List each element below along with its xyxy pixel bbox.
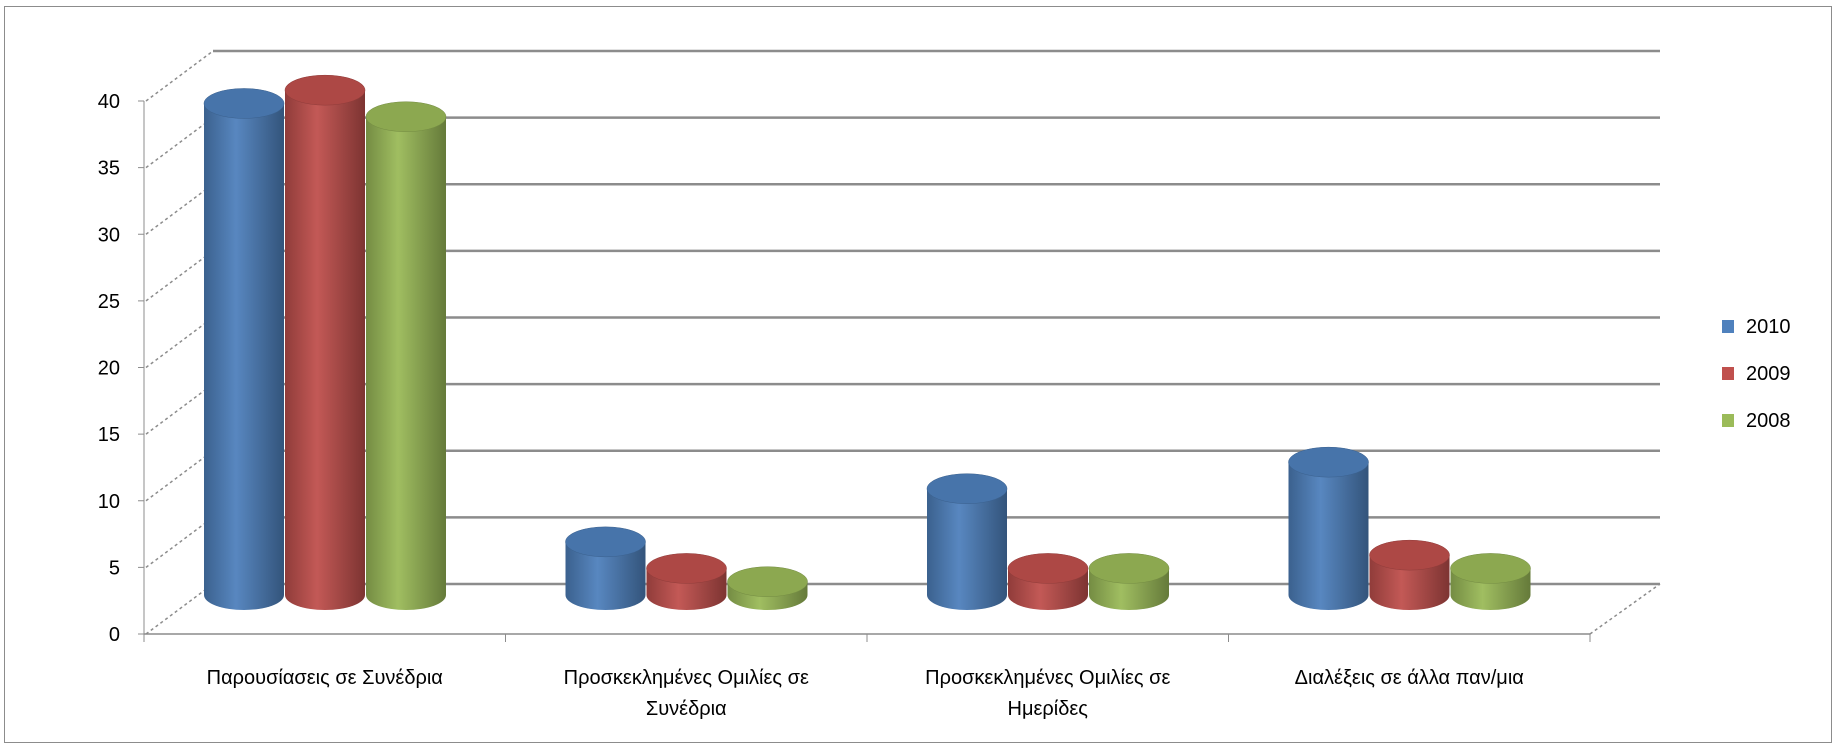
- bar: [1007, 553, 1089, 610]
- legend-label: 2010: [1746, 316, 1791, 338]
- bar-body: [285, 90, 365, 610]
- bar-body: [565, 541, 646, 610]
- bar: [926, 473, 1008, 610]
- bar: [1369, 539, 1450, 610]
- x-category-label: Συνέδρια: [646, 698, 727, 720]
- bar-body: [366, 116, 446, 610]
- bar-body: [1288, 462, 1369, 610]
- legend-label: 2008: [1746, 410, 1791, 432]
- bar-top: [203, 88, 285, 119]
- bar-top: [1450, 553, 1531, 584]
- bar-top: [646, 553, 727, 584]
- bar-top: [1007, 553, 1089, 584]
- floor-edge: [1589, 583, 1661, 635]
- bar: [1088, 553, 1170, 610]
- bar: [727, 566, 808, 610]
- bar-top: [1288, 446, 1369, 478]
- y-tick-label: 20: [98, 358, 120, 380]
- bar-top: [727, 566, 808, 597]
- y-tick-label: 30: [98, 224, 120, 246]
- y-tick-label: 5: [109, 557, 120, 579]
- x-axis-categories: Παρουσίασεις σε Συνέδρια Προσκεκλημένες Ο…: [207, 667, 1524, 720]
- bar: [365, 101, 447, 610]
- bar: [646, 553, 727, 610]
- bar-body: [1369, 555, 1450, 610]
- bar-top: [1088, 553, 1170, 584]
- bar-top: [565, 526, 646, 558]
- bar-top: [926, 473, 1008, 504]
- side-wall-gridline: [145, 383, 214, 435]
- legend-label: 2009: [1746, 363, 1791, 385]
- bar-top: [1369, 539, 1450, 571]
- y-tick-label: 15: [98, 424, 120, 446]
- side-wall-gridline: [145, 117, 214, 169]
- bar-top: [365, 101, 447, 132]
- bar-body: [927, 488, 1007, 610]
- x-category-label: Ημερίδες: [1008, 698, 1089, 720]
- bar: [203, 88, 285, 611]
- bar-top: [284, 74, 366, 106]
- side-wall-gridline: [145, 583, 214, 635]
- side-wall-gridline: [145, 50, 214, 102]
- x-category-label: Προσκεκλημένες Ομιλίες σε: [564, 667, 809, 689]
- bar: [284, 74, 366, 610]
- bar-body: [204, 103, 284, 611]
- y-tick-label: 10: [98, 491, 120, 513]
- legend-swatch: [1722, 414, 1734, 427]
- y-axis-ticks: 0 5 10 15 20 25 30 35 40: [98, 91, 120, 646]
- bar: [1450, 553, 1531, 610]
- y-tick-label: 35: [98, 158, 120, 180]
- y-tick-label: 40: [98, 91, 120, 113]
- x-category-label: Διαλέξεις σε άλλα παν/μια: [1295, 667, 1524, 689]
- side-wall-gridline: [145, 183, 214, 235]
- side-wall-gridline: [145, 250, 214, 302]
- bar: [565, 526, 646, 610]
- side-wall-gridline: [145, 516, 214, 568]
- side-wall-gridline: [145, 450, 214, 502]
- y-tick-label: 25: [98, 291, 120, 313]
- y-tick-label: 0: [109, 624, 120, 646]
- x-category-label: Προσκεκλημένες Ομιλίες σε: [925, 667, 1170, 689]
- bar: [1288, 446, 1369, 610]
- legend-swatch: [1722, 367, 1734, 380]
- chart-frame: [4, 6, 1832, 743]
- bars: [203, 74, 1531, 611]
- legend-swatch: [1722, 320, 1734, 333]
- side-wall-gridline: [145, 316, 214, 369]
- x-category-label: Παρουσίασεις σε Συνέδρια: [207, 667, 443, 689]
- legend: 2010 2009 2008: [1722, 316, 1791, 432]
